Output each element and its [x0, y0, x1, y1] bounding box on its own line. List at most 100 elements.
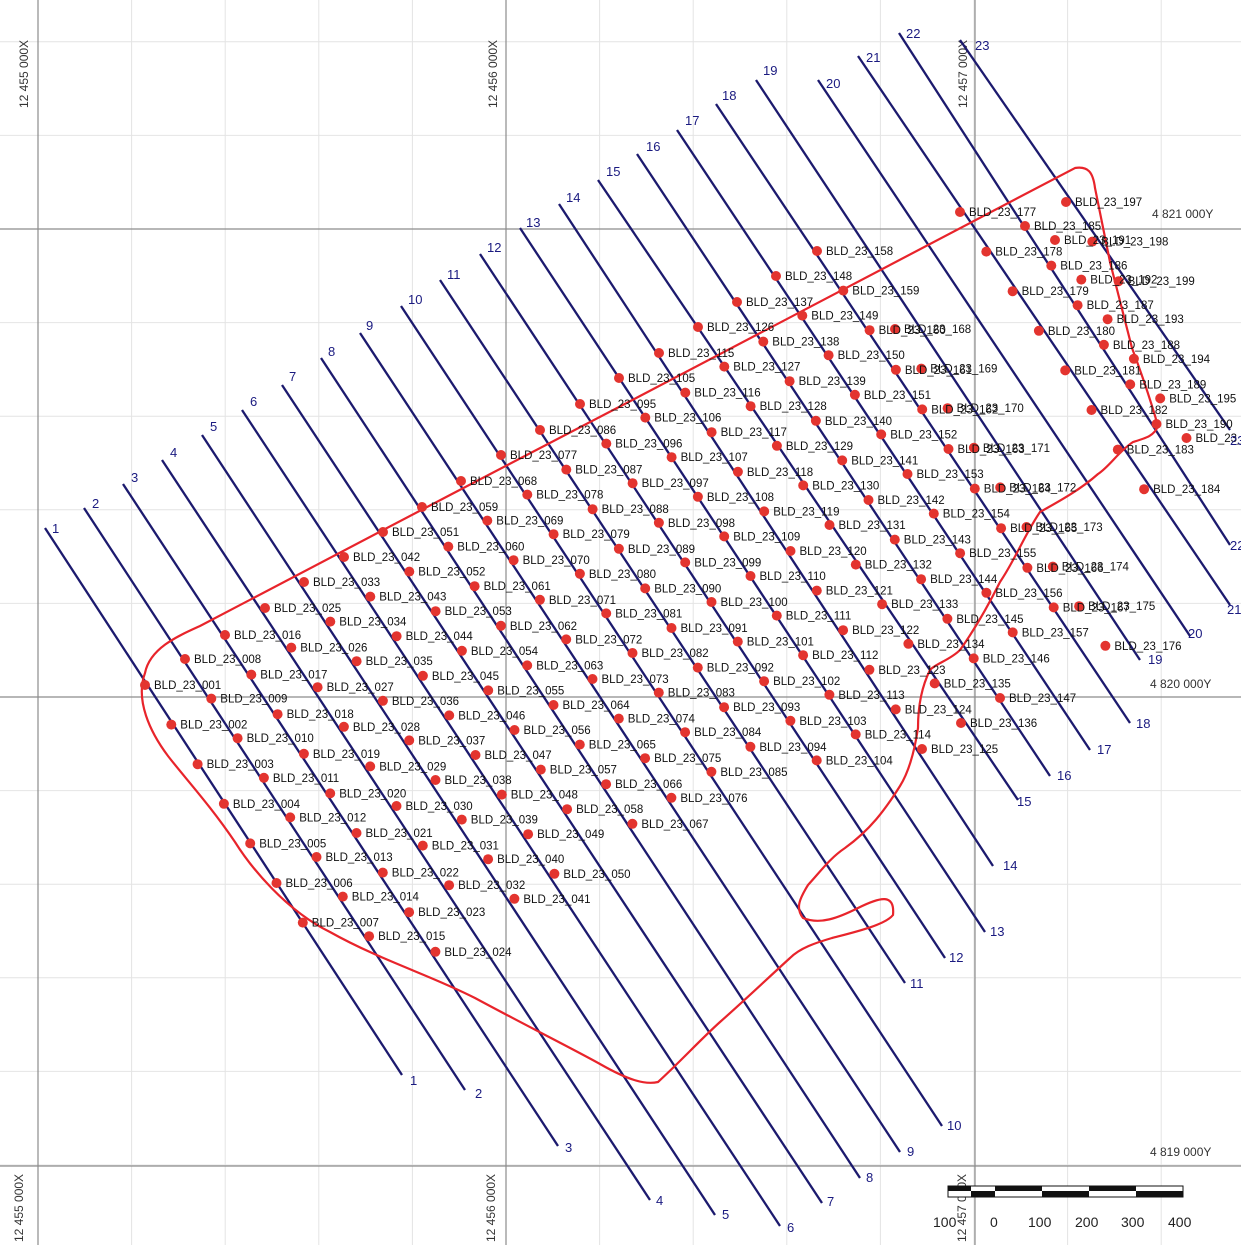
drill-hole — [732, 466, 743, 477]
drill-hole — [1125, 379, 1136, 390]
drill-hole-label: BLD_23_049 — [537, 829, 604, 841]
drill-hole — [692, 491, 703, 502]
drill-holes — [140, 197, 1192, 957]
drill-hole — [140, 680, 150, 690]
drill-hole — [877, 599, 888, 610]
drill-hole-label: BLD_23_183 — [1127, 445, 1194, 457]
line-label-top-5: 5 — [210, 419, 217, 434]
drill-hole-label: BLD_23_097 — [642, 478, 709, 490]
drill-hole — [417, 502, 427, 512]
drill-hole-label: BLD_23_023 — [418, 907, 485, 919]
drill-line-20 — [817, 79, 1191, 637]
drill-hole — [771, 610, 782, 621]
line-label-top-22: 22 — [906, 26, 920, 41]
drill-hole-label: BLD_23_060 — [457, 542, 524, 554]
drill-hole — [299, 577, 309, 587]
drill-hole — [404, 907, 415, 918]
drill-hole-label: BLD_23_011 — [273, 773, 339, 785]
drill-hole — [955, 207, 965, 217]
drill-hole — [535, 425, 545, 435]
drill-hole-label: BLD_23_085 — [720, 767, 787, 779]
drill-hole — [640, 583, 651, 594]
drill-hole — [784, 376, 795, 387]
drill-hole — [1086, 405, 1097, 415]
drill-hole-label: BLD_23_103 — [799, 716, 866, 728]
drill-hole — [864, 664, 875, 675]
line-label-bottom-5: 5 — [722, 1207, 729, 1222]
drill-hole — [496, 789, 507, 800]
drill-hole-label: BLD_23_087 — [575, 465, 642, 477]
scale-label-neg100: 100 — [933, 1214, 957, 1230]
drill-hole — [417, 840, 428, 851]
drill-hole — [811, 585, 822, 596]
drill-line-15 — [597, 179, 1019, 801]
drill-hole-label: BLD_23_156 — [995, 588, 1062, 600]
drill-hole-label: BLD_23_123 — [878, 665, 945, 677]
drill-hole — [206, 693, 217, 704]
drill-hole-label: BLD_23_066 — [615, 779, 682, 791]
scale-bar: 100 0 100 200 300 400 — [933, 1185, 1192, 1230]
drill-hole — [1100, 640, 1111, 651]
drill-hole — [297, 917, 308, 928]
drill-hole — [443, 541, 454, 552]
scale-label-200: 200 — [1075, 1214, 1099, 1230]
drill-hole — [1139, 484, 1150, 495]
drill-hole — [561, 464, 572, 475]
drill-hole-label: BLD_23_084 — [694, 727, 762, 739]
drill-hole-label: BLD_23_092 — [707, 663, 774, 675]
drill-hole-label: BLD_23_030 — [406, 801, 473, 813]
line-label-top-7: 7 — [289, 369, 296, 384]
drill-hole-label: BLD_23_104 — [826, 755, 894, 767]
drill-hole-label: BLD_23_045 — [432, 671, 499, 683]
drill-hole — [365, 591, 376, 602]
drill-hole — [470, 750, 481, 760]
drill-hole-labels: BLD_23_001 BLD_23_002 BLD_23_003 BLD_23_004… — [154, 197, 1241, 959]
drill-hole — [601, 438, 612, 449]
line-label-bottom-12: 12 — [949, 950, 963, 965]
drill-hole — [916, 574, 927, 585]
drill-hole-label: BLD_23_105 — [628, 373, 695, 385]
drill-hole-label: BLD_23_027 — [327, 682, 394, 694]
drill-hole-label: BLD_23_072 — [575, 634, 642, 646]
drill-hole — [218, 798, 229, 809]
drill-hole — [469, 581, 480, 592]
drill-hole — [627, 648, 638, 658]
drill-hole-label: BLD_23_197 — [1075, 197, 1142, 209]
drill-hole-label: BLD_23_171 — [983, 443, 1050, 455]
drill-hole-label: BLD_23_079 — [563, 529, 630, 541]
drill-line-7 — [281, 384, 823, 1204]
drill-hole — [548, 529, 559, 540]
drill-hole-label: BLD_23_195 — [1169, 393, 1236, 405]
drill-hole — [430, 606, 441, 617]
drill-hole-label: BLD_23_184 — [1153, 484, 1221, 496]
drill-hole — [653, 687, 664, 698]
drill-hole-label: BLD_23_090 — [654, 583, 721, 595]
drill-hole-label: BLD_23_039 — [471, 815, 538, 827]
drill-line-23 — [959, 39, 1231, 431]
drill-hole — [1033, 325, 1044, 336]
drill-hole-label: BLD_23_173 — [1036, 522, 1103, 534]
drill-hole — [838, 625, 849, 636]
line-label-top-21: 21 — [866, 50, 880, 65]
drill-hole-label: BLD_23_139 — [799, 376, 866, 388]
drill-hole — [640, 412, 651, 423]
drill-hole — [1047, 561, 1058, 572]
drill-hole — [969, 483, 980, 494]
line-label-bottom-10: 10 — [947, 1118, 961, 1133]
drill-hole-label: BLD_23_149 — [811, 311, 878, 323]
drill-hole — [523, 829, 534, 840]
drill-hole-label: BLD_23_006 — [286, 878, 353, 890]
drill-hole-label: BLD_23_102 — [773, 676, 840, 688]
drill-hole-label: BLD_23_086 — [549, 425, 616, 437]
drill-hole-label: BLD_23_146 — [983, 653, 1050, 665]
drill-hole-label: BLD_23_044 — [406, 631, 474, 643]
drill-line-6 — [241, 409, 781, 1227]
drill-hole — [404, 735, 415, 746]
line-label-bottom-7: 7 — [827, 1194, 834, 1209]
drill-hole — [456, 476, 466, 486]
drill-line-3 — [122, 483, 559, 1147]
y-label-1: 4 821 000Y — [1152, 207, 1213, 221]
drill-hole — [771, 440, 782, 451]
drill-hole — [1113, 276, 1124, 287]
drill-hole-label: BLD_23_113 — [838, 690, 904, 702]
